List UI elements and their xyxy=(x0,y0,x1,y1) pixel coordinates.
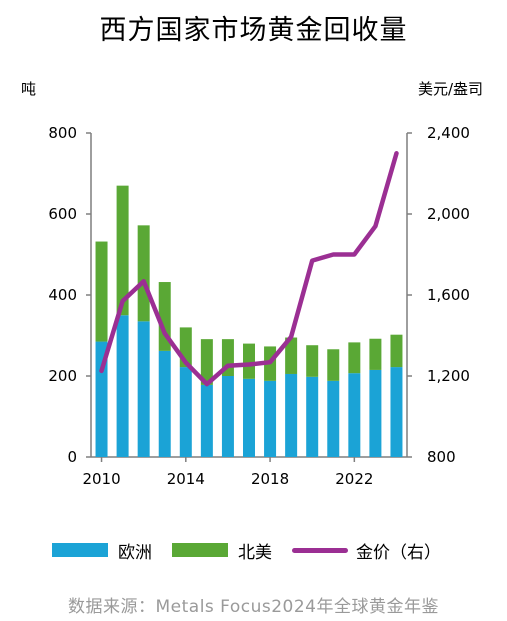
chart-title: 西方国家市场黄金回收量 xyxy=(99,15,408,46)
right-y-tick-label: 2,400 xyxy=(427,124,470,142)
right-axis-unit: 美元/盎司 xyxy=(417,80,483,98)
source-note: 数据来源：Metals Focus2024年全球黄金年鉴 xyxy=(67,597,439,617)
bar-europe xyxy=(306,376,319,457)
bar-europe xyxy=(179,367,192,457)
legend-swatch-europe xyxy=(52,543,108,557)
left-y-tick-label: 400 xyxy=(48,286,77,304)
bar-north-america xyxy=(243,343,255,379)
bar-europe xyxy=(369,369,382,457)
legend-label-gold-price: 金价（右） xyxy=(356,542,441,563)
bar-europe xyxy=(264,380,277,457)
x-tick-label: 2022 xyxy=(335,470,373,488)
left-y-tick-label: 800 xyxy=(48,124,77,142)
right-y-tick-label: 1,200 xyxy=(427,367,470,385)
bar-north-america xyxy=(137,225,150,322)
left-y-tick-label: 0 xyxy=(67,448,77,466)
bar-europe xyxy=(243,378,255,457)
x-tick-label: 2010 xyxy=(82,470,120,488)
legend-item-europe: 欧洲 xyxy=(52,538,152,563)
legend-swatch-gold-price xyxy=(292,547,348,553)
x-tick-label: 2018 xyxy=(251,470,289,488)
chart-plot: 0 200 400 600 800 800 1,200 1,600 2,000 2,400 2010… xyxy=(48,124,470,488)
bar-north-america xyxy=(390,334,403,368)
bar-north-america xyxy=(369,338,382,370)
bar-europe xyxy=(221,376,234,457)
x-tick-label: 2014 xyxy=(167,470,205,488)
bar-europe xyxy=(95,341,108,457)
bar-europe xyxy=(158,350,171,457)
legend: 欧洲 北美 金价（右） xyxy=(52,538,461,563)
left-y-tick-label: 200 xyxy=(48,367,77,385)
bar-north-america xyxy=(95,241,108,342)
left-y-tick-label: 600 xyxy=(48,205,77,223)
legend-item-gold-price: 金价（右） xyxy=(292,538,441,563)
gold-price-line xyxy=(99,151,399,387)
right-y-tick-label: 1,600 xyxy=(427,286,470,304)
left-axis-unit: 吨 xyxy=(21,80,37,98)
bar-europe xyxy=(285,373,298,457)
bar-europe xyxy=(200,384,213,457)
bar-north-america xyxy=(327,349,340,381)
legend-label-north-america: 北美 xyxy=(238,542,272,563)
bar-north-america xyxy=(116,185,129,316)
bar-north-america xyxy=(348,342,361,374)
bar-north-america xyxy=(285,337,298,374)
bar-north-america xyxy=(200,339,213,385)
legend-swatch-north-america xyxy=(172,543,228,557)
bar-europe xyxy=(137,321,150,457)
bar-north-america xyxy=(306,345,319,377)
legend-item-north-america: 北美 xyxy=(172,538,272,563)
legend-label-europe: 欧洲 xyxy=(118,542,152,563)
right-y-tick-label: 2,000 xyxy=(427,205,470,223)
bar-europe xyxy=(348,373,361,457)
bar-europe xyxy=(327,380,340,457)
bar-europe xyxy=(390,367,403,457)
right-y-tick-label: 800 xyxy=(427,448,456,466)
bar-europe xyxy=(116,315,129,457)
